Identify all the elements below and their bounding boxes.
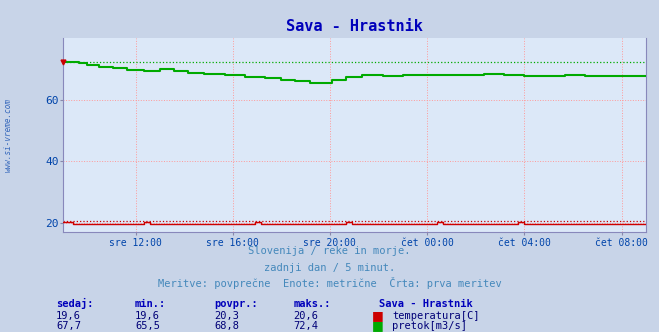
Text: pretok[m3/s]: pretok[m3/s] xyxy=(392,321,467,331)
Text: sedaj:: sedaj: xyxy=(56,298,94,309)
Text: 68,8: 68,8 xyxy=(214,321,239,331)
Text: 65,5: 65,5 xyxy=(135,321,160,331)
Text: ■: ■ xyxy=(372,319,384,332)
Text: temperatura[C]: temperatura[C] xyxy=(392,311,480,321)
Text: min.:: min.: xyxy=(135,299,166,309)
Text: 19,6: 19,6 xyxy=(135,311,160,321)
Text: 20,3: 20,3 xyxy=(214,311,239,321)
Text: zadnji dan / 5 minut.: zadnji dan / 5 minut. xyxy=(264,263,395,273)
Text: maks.:: maks.: xyxy=(293,299,331,309)
Title: Sava - Hrastnik: Sava - Hrastnik xyxy=(286,19,422,34)
Text: Meritve: povprečne  Enote: metrične  Črta: prva meritev: Meritve: povprečne Enote: metrične Črta:… xyxy=(158,277,501,289)
Text: 67,7: 67,7 xyxy=(56,321,81,331)
Text: Slovenija / reke in morje.: Slovenija / reke in morje. xyxy=(248,246,411,256)
Text: Sava - Hrastnik: Sava - Hrastnik xyxy=(379,299,473,309)
Text: ■: ■ xyxy=(372,309,384,322)
Text: 19,6: 19,6 xyxy=(56,311,81,321)
Text: povpr.:: povpr.: xyxy=(214,299,258,309)
Text: 20,6: 20,6 xyxy=(293,311,318,321)
Text: 72,4: 72,4 xyxy=(293,321,318,331)
Text: www.si-vreme.com: www.si-vreme.com xyxy=(4,98,13,172)
